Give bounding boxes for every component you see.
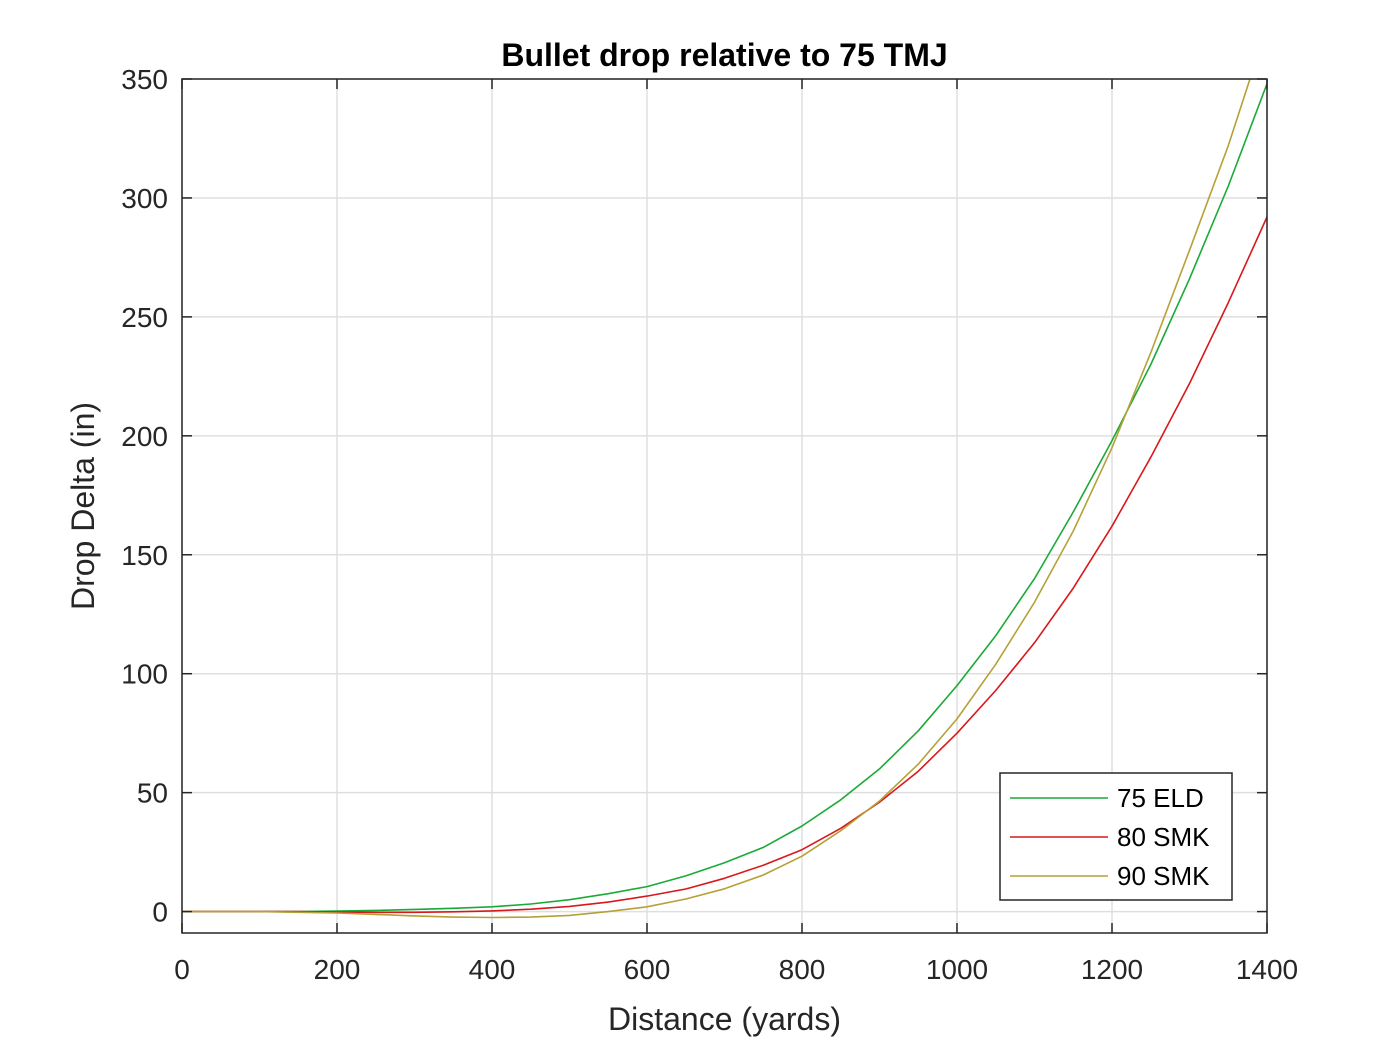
x-tick-label: 0	[174, 954, 190, 985]
legend-label: 75 ELD	[1117, 783, 1204, 813]
y-tick-label: 200	[121, 421, 168, 452]
x-tick-label: 200	[314, 954, 361, 985]
y-tick-label: 100	[121, 659, 168, 690]
legend-label: 90 SMK	[1117, 861, 1210, 891]
y-tick-label: 300	[121, 183, 168, 214]
x-tick-label: 800	[779, 954, 826, 985]
y-tick-label: 250	[121, 302, 168, 333]
legend: 75 ELD 80 SMK 90 SMK	[999, 772, 1233, 901]
legend-label: 80 SMK	[1117, 822, 1210, 852]
y-axis-label: Drop Delta (in)	[65, 402, 101, 610]
axes-box	[181, 78, 1268, 934]
y-tick-label: 0	[152, 897, 168, 928]
series-line	[182, 216, 1267, 914]
y-tick-label: 50	[137, 778, 168, 809]
x-tick-label: 1000	[926, 954, 988, 985]
series-lines	[182, 79, 1267, 919]
x-tick-label: 1200	[1081, 954, 1143, 985]
series-line	[182, 79, 1251, 919]
x-axis-label: Distance (yards)	[608, 1001, 841, 1037]
x-tick-label: 400	[469, 954, 516, 985]
chart-title: Bullet drop relative to 75 TMJ	[501, 37, 947, 73]
x-tick-label: 1400	[1236, 954, 1298, 985]
tick-marks	[181, 78, 1268, 933]
y-tick-label: 350	[121, 64, 168, 95]
y-tick-label: 150	[121, 540, 168, 571]
series-line	[182, 83, 1267, 913]
y-tick-labels: 0 50 100 150 200 250 300 350	[121, 64, 168, 928]
x-tick-label: 600	[624, 954, 671, 985]
x-tick-labels: 0 200 400 600 800 1000 1200 1400	[174, 954, 1298, 985]
